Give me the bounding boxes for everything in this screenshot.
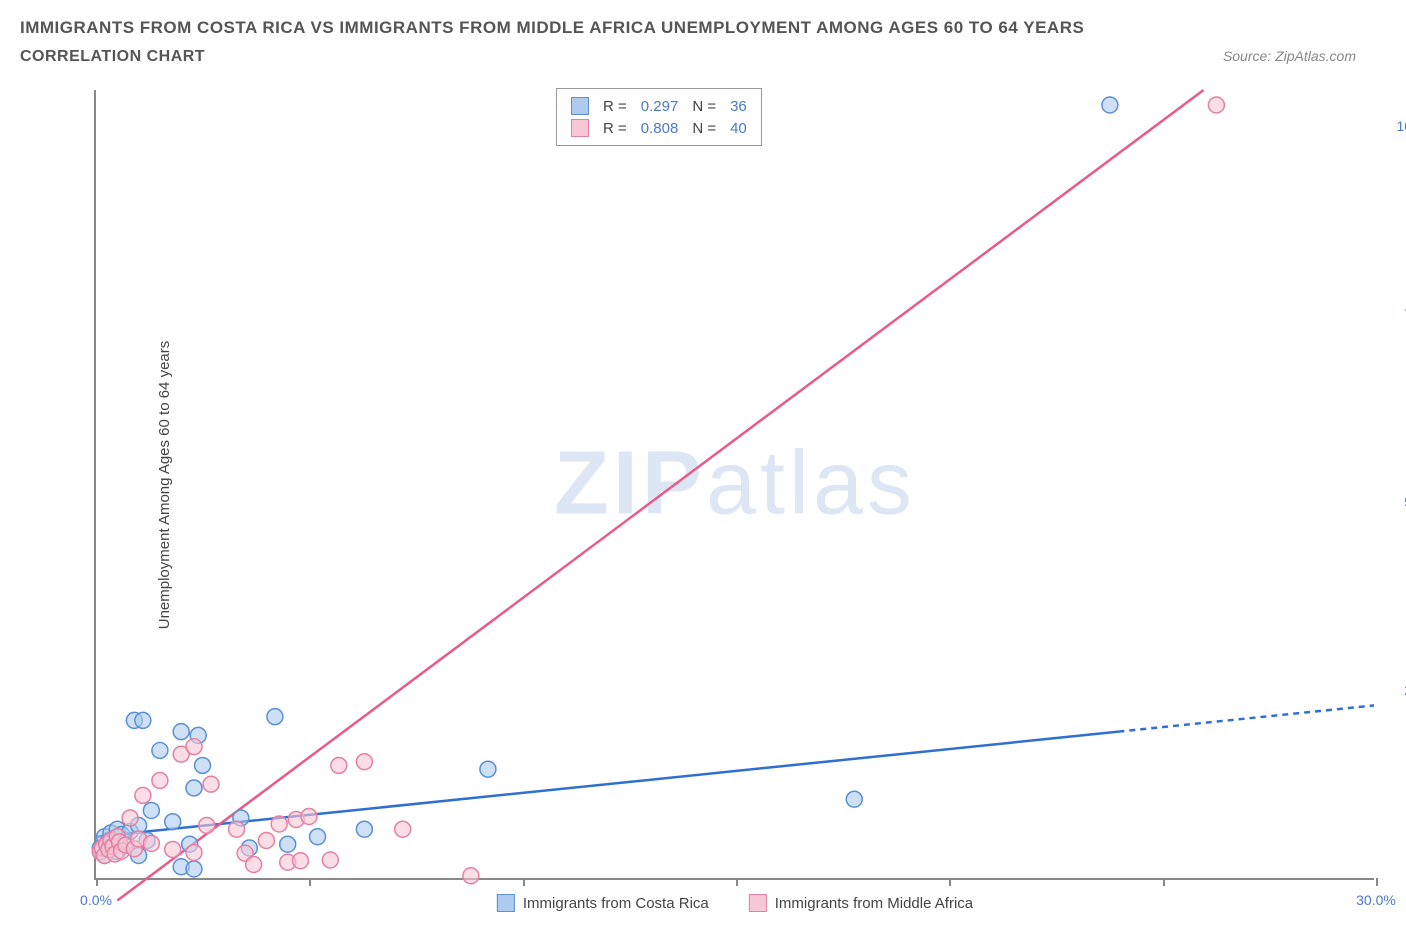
stat-n-label: N =	[692, 98, 716, 115]
chart-title: IMMIGRANTS FROM COSTA RICA VS IMMIGRANTS…	[20, 18, 1386, 38]
data-point	[152, 772, 168, 788]
data-point	[846, 791, 862, 807]
data-point	[356, 821, 372, 837]
y-tick-label: 100.0%	[1397, 118, 1406, 134]
x-tick	[309, 878, 311, 886]
plot-svg	[96, 90, 1374, 878]
data-point	[186, 780, 202, 796]
data-point	[186, 861, 202, 877]
data-point	[1102, 97, 1118, 113]
data-point	[186, 845, 202, 861]
stat-r-value: 0.297	[641, 98, 679, 115]
stat-n-label: N =	[692, 120, 716, 137]
data-point	[165, 814, 181, 830]
data-point	[143, 835, 159, 851]
data-point	[229, 821, 245, 837]
x-tick	[523, 878, 525, 886]
data-point	[152, 742, 168, 758]
data-point	[463, 868, 479, 884]
legend-swatch	[497, 894, 515, 912]
legend-swatch	[749, 894, 767, 912]
x-tick	[736, 878, 738, 886]
x-tick	[1163, 878, 1165, 886]
stat-n-value: 36	[730, 98, 747, 115]
data-point	[258, 832, 274, 848]
trend-line-extrapolated	[1118, 705, 1374, 731]
data-point	[322, 852, 338, 868]
legend-item: Immigrants from Costa Rica	[497, 894, 709, 912]
data-point	[310, 829, 326, 845]
data-point	[135, 787, 151, 803]
stats-row: R = 0.808 N = 40	[571, 117, 747, 139]
data-point	[173, 724, 189, 740]
stats-row: R = 0.297 N = 36	[571, 95, 747, 117]
data-point	[246, 857, 262, 873]
legend-label: Immigrants from Middle Africa	[775, 895, 973, 912]
stat-r-value: 0.808	[641, 120, 679, 137]
x-tick-label: 0.0%	[80, 892, 112, 908]
stats-box: R = 0.297 N = 36 R = 0.808 N = 40	[556, 88, 762, 146]
data-point	[186, 739, 202, 755]
chart-container: Unemployment Among Ages 60 to 64 years Z…	[80, 90, 1380, 880]
data-point	[356, 754, 372, 770]
legend-item: Immigrants from Middle Africa	[749, 894, 973, 912]
data-point	[199, 817, 215, 833]
series-swatch	[571, 97, 589, 115]
x-tick	[1376, 878, 1378, 886]
data-point	[280, 836, 296, 852]
data-point	[301, 808, 317, 824]
series-swatch	[571, 119, 589, 137]
data-point	[195, 757, 211, 773]
data-point	[135, 712, 151, 728]
data-point	[1208, 97, 1224, 113]
x-tick	[949, 878, 951, 886]
source-attribution: Source: ZipAtlas.com	[1223, 48, 1386, 64]
stat-r-label: R =	[603, 120, 627, 137]
legend-label: Immigrants from Costa Rica	[523, 895, 709, 912]
data-point	[122, 810, 138, 826]
data-point	[480, 761, 496, 777]
x-tick	[96, 878, 98, 886]
data-point	[271, 816, 287, 832]
plot-area: ZIPatlas R = 0.297 N = 36 R = 0.808 N = …	[94, 90, 1374, 880]
x-tick-label: 30.0%	[1356, 892, 1396, 908]
trend-line	[96, 732, 1118, 837]
data-point	[395, 821, 411, 837]
stat-r-label: R =	[603, 98, 627, 115]
data-point	[165, 842, 181, 858]
data-point	[143, 802, 159, 818]
data-point	[292, 853, 308, 869]
data-point	[331, 757, 347, 773]
data-point	[203, 776, 219, 792]
chart-subtitle: CORRELATION CHART	[20, 48, 205, 66]
legend: Immigrants from Costa Rica Immigrants fr…	[497, 894, 973, 912]
data-point	[267, 709, 283, 725]
stat-n-value: 40	[730, 120, 747, 137]
